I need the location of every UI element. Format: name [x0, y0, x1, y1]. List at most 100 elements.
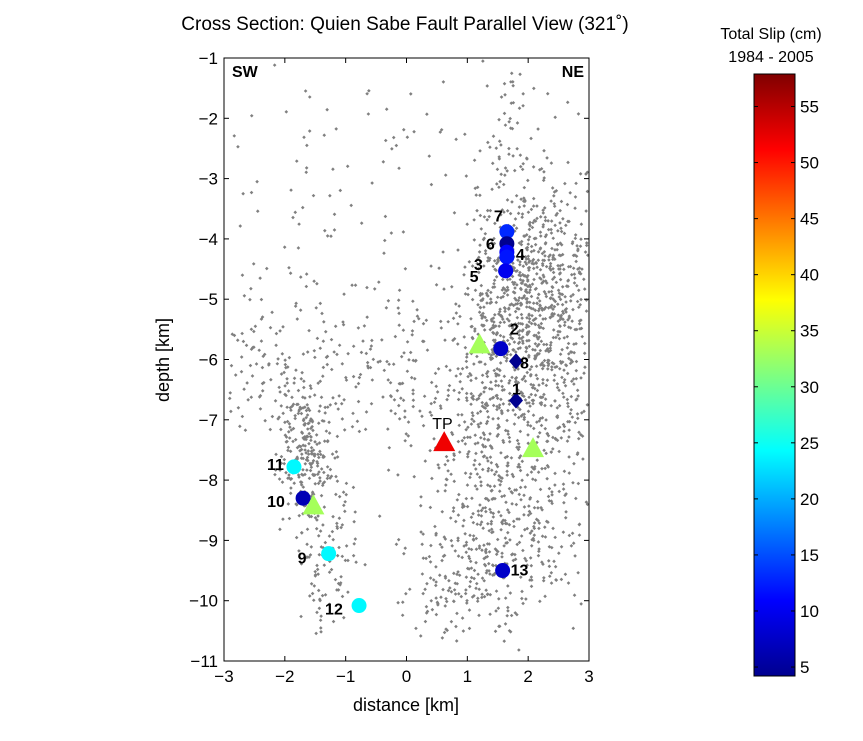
background-earthquake [311, 472, 315, 477]
background-earthquake [313, 355, 317, 360]
background-earthquake [440, 636, 445, 640]
background-earthquake [443, 537, 448, 541]
background-earthquake [305, 457, 309, 462]
background-earthquake [302, 135, 306, 140]
background-earthquake [507, 522, 512, 527]
background-earthquake [423, 587, 427, 592]
background-earthquake [474, 193, 479, 197]
background-earthquake [491, 330, 495, 335]
background-earthquake [249, 395, 254, 399]
background-earthquake [480, 298, 485, 302]
background-earthquake [260, 389, 265, 393]
background-earthquake [467, 556, 472, 561]
background-earthquake [556, 426, 560, 431]
colorbar-tick-label: 25 [800, 434, 819, 453]
x-tick-label: −3 [214, 667, 233, 686]
background-earthquake [512, 291, 517, 295]
background-earthquake [282, 245, 287, 249]
background-earthquake [316, 514, 320, 518]
background-earthquake [403, 438, 407, 443]
background-earthquake [537, 342, 541, 347]
background-earthquake [495, 407, 499, 412]
background-earthquake [381, 160, 386, 164]
background-earthquake [531, 301, 536, 306]
background-earthquake [343, 499, 347, 504]
background-earthquake [548, 261, 553, 266]
background-earthquake [384, 107, 389, 112]
background-earthquake [474, 547, 479, 552]
background-earthquake [451, 509, 456, 514]
background-earthquake [418, 503, 423, 508]
background-earthquake [402, 351, 406, 355]
background-earthquake [505, 198, 510, 202]
background-earthquake [507, 378, 512, 383]
background-earthquake [527, 355, 531, 359]
background-earthquake [356, 381, 361, 386]
background-earthquake [331, 396, 335, 400]
background-earthquake [313, 574, 318, 578]
background-earthquake [513, 368, 517, 372]
background-earthquake [458, 314, 462, 319]
background-earthquake [298, 308, 303, 312]
background-earthquake [250, 345, 255, 350]
background-earthquake [521, 341, 525, 346]
background-earthquake [324, 429, 329, 433]
background-earthquake [454, 311, 459, 315]
marker-label: 2 [510, 322, 519, 339]
background-earthquake [560, 262, 565, 267]
background-earthquake [297, 409, 301, 413]
background-earthquake [547, 545, 552, 549]
background-earthquake [319, 395, 324, 400]
background-earthquake [486, 140, 490, 145]
background-earthquake [546, 367, 550, 371]
y-tick-label: −3 [199, 170, 218, 189]
background-earthquake [229, 409, 233, 414]
background-earthquake [549, 581, 554, 585]
background-earthquake [335, 479, 340, 483]
background-earthquake [524, 349, 528, 354]
background-earthquake [500, 315, 504, 319]
background-earthquake [533, 341, 538, 346]
background-earthquake [572, 593, 577, 598]
background-earthquake [311, 448, 316, 452]
background-earthquake [533, 322, 537, 326]
background-earthquake [301, 443, 305, 448]
background-earthquake [494, 146, 499, 150]
background-earthquake [516, 321, 521, 326]
background-earthquake [407, 358, 411, 362]
background-earthquake [575, 416, 580, 421]
background-earthquake [582, 287, 587, 291]
background-earthquake [505, 356, 509, 361]
background-earthquake [457, 304, 461, 308]
background-earthquake [520, 589, 524, 594]
background-earthquake [487, 542, 492, 546]
background-earthquake [543, 397, 548, 401]
background-earthquake [519, 287, 523, 292]
background-earthquake [485, 301, 489, 305]
background-earthquake [386, 468, 391, 472]
background-earthquake [493, 629, 498, 634]
background-earthquake [523, 379, 528, 383]
background-earthquake [573, 206, 577, 211]
background-earthquake [551, 328, 556, 332]
background-earthquake [322, 439, 327, 443]
background-earthquake [327, 602, 332, 607]
background-earthquake [424, 556, 428, 561]
background-earthquake [468, 533, 472, 538]
background-earthquake [543, 218, 548, 223]
background-earthquake [565, 397, 570, 402]
background-earthquake [520, 393, 525, 398]
background-earthquake [455, 342, 460, 346]
background-earthquake [396, 473, 400, 477]
background-earthquake [356, 399, 361, 404]
background-earthquake [505, 293, 510, 297]
background-earthquake [485, 456, 489, 460]
background-earthquake [545, 431, 550, 436]
background-earthquake [485, 218, 490, 222]
background-earthquake [319, 626, 323, 630]
background-earthquake [507, 628, 512, 633]
background-earthquake [527, 509, 532, 514]
background-earthquake [296, 402, 300, 407]
background-earthquake [564, 306, 569, 311]
background-earthquake [538, 395, 543, 399]
